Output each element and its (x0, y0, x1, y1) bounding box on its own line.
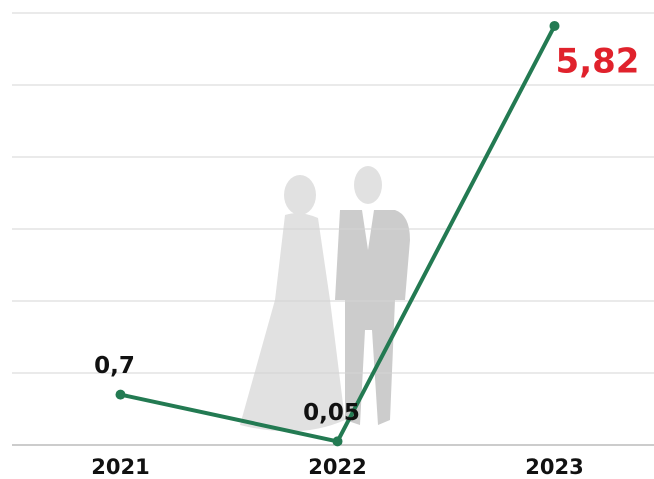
x-tick-label: 2021 (91, 455, 149, 479)
point (550, 21, 560, 31)
point (116, 390, 126, 400)
point (333, 436, 343, 446)
x-tick-label: 2022 (308, 455, 366, 479)
page: 0,70,055,82 202120222023 (() => { const … (0, 0, 654, 479)
value-label: 5,82 (556, 41, 640, 81)
chart: 0,7 0,05 5,82 2021 2022 2023 (0, 0, 654, 479)
couple-illustration (240, 166, 410, 431)
value-label: 0,05 (303, 400, 360, 426)
value-label: 0,7 (94, 353, 135, 379)
x-tick-label: 2023 (525, 455, 583, 479)
